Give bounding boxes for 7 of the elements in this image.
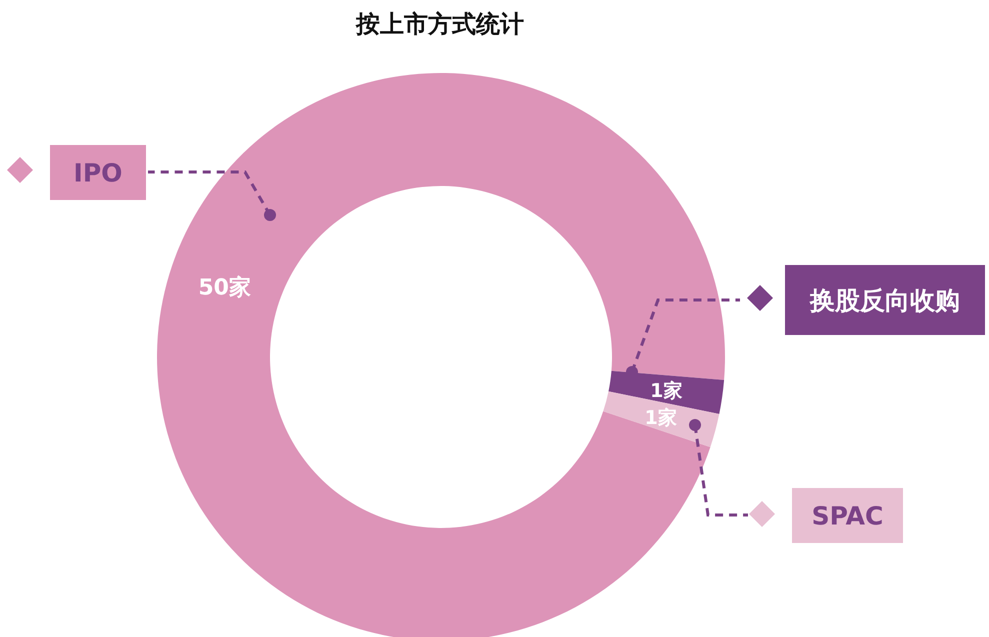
data-label: 1家	[650, 380, 682, 402]
legend-label: SPAC	[812, 502, 884, 530]
data-label: 50家	[198, 274, 251, 301]
legend-label: 换股反向收购	[809, 286, 960, 315]
chart-title: 按上市方式统计	[355, 10, 524, 38]
data-label: 1家	[644, 407, 677, 430]
legend-label: IPO	[74, 158, 122, 188]
